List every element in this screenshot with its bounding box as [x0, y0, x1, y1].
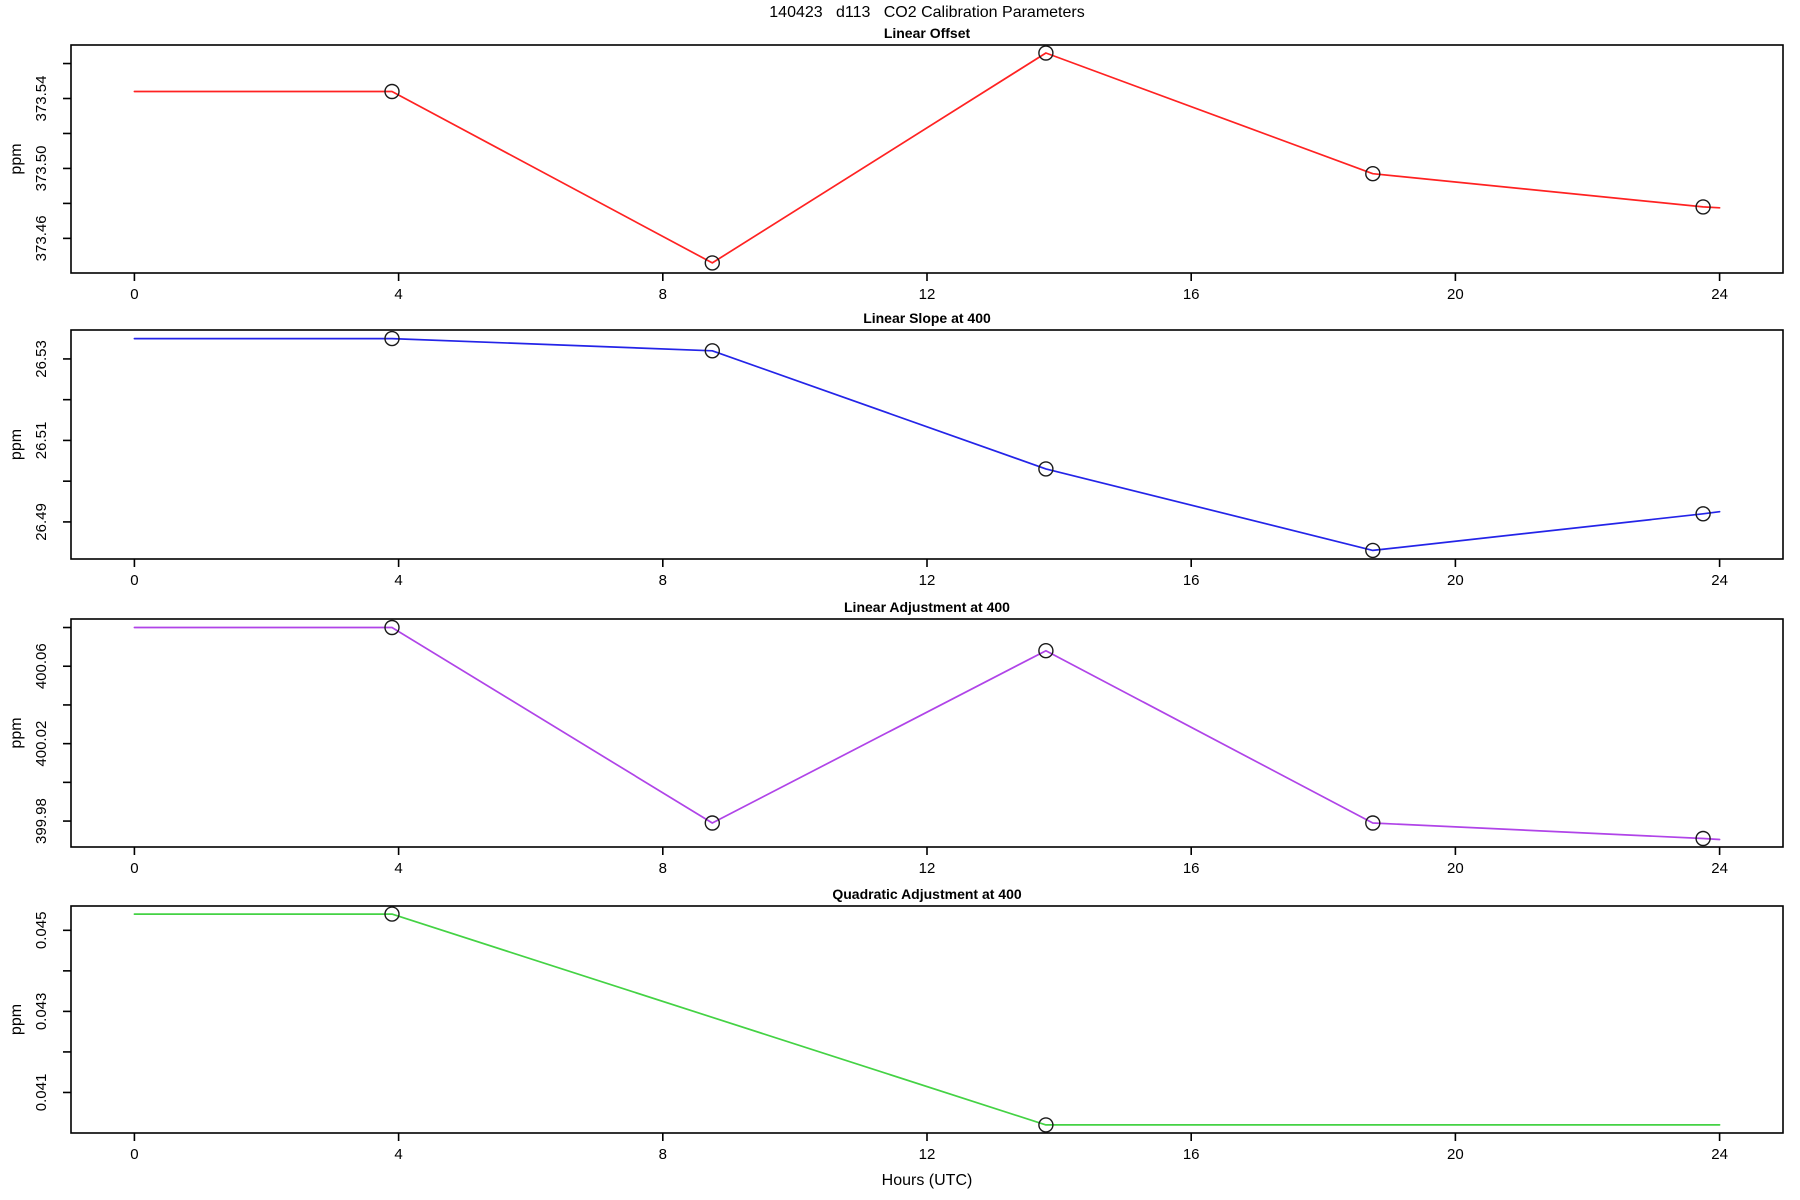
- y-axis-label: ppm: [8, 143, 25, 174]
- x-tick-label: 12: [919, 1146, 936, 1163]
- y-axis-label: ppm: [8, 429, 25, 460]
- plot-frame: [70, 618, 1784, 848]
- plot-frame: [70, 329, 1784, 560]
- y-tick-label: 0.041: [33, 1074, 50, 1112]
- data-line: [133, 52, 1721, 264]
- data-point: [1365, 542, 1381, 559]
- y-tick-label: 373.50: [33, 145, 50, 191]
- data-point: [704, 255, 720, 271]
- x-tick-label: 4: [394, 286, 402, 303]
- x-tick-label: 4: [394, 1146, 402, 1163]
- panel-title-linear-adjustment: Linear Adjustment at 400: [844, 599, 1010, 615]
- data-line: [133, 913, 1721, 1126]
- x-tick-label: 16: [1183, 572, 1200, 589]
- data-point: [384, 83, 400, 100]
- panel-title-linear-slope: Linear Slope at 400: [863, 310, 991, 326]
- x-tick-label: 0: [130, 286, 138, 303]
- x-tick-label: 24: [1711, 1146, 1728, 1163]
- x-tick-label: 0: [130, 572, 138, 589]
- x-tick-label: 8: [659, 860, 667, 877]
- data-point: [1038, 45, 1054, 61]
- y-tick-label: 373.54: [33, 76, 50, 122]
- data-point: [384, 619, 400, 636]
- plot-frame: [70, 44, 1784, 274]
- x-tick-label: 24: [1711, 860, 1728, 877]
- y-tick-label: 26.51: [33, 422, 50, 460]
- data-point: [704, 815, 720, 831]
- data-point: [384, 906, 400, 922]
- data-line: [133, 626, 1721, 841]
- data-point: [704, 343, 720, 359]
- x-tick-label: 12: [919, 286, 936, 303]
- data-point: [1365, 815, 1381, 831]
- data-point: [1695, 506, 1711, 522]
- y-tick-label: 0.045: [33, 912, 50, 950]
- x-tick-label: 12: [919, 860, 936, 877]
- y-tick-label: 400.02: [33, 721, 50, 767]
- panel-title-quadratic-adjustment: Quadratic Adjustment at 400: [832, 886, 1022, 902]
- data-point: [1365, 165, 1381, 182]
- plot-frame: [70, 905, 1784, 1134]
- panel-title-linear-offset: Linear Offset: [883, 25, 971, 41]
- data-point: [384, 330, 400, 347]
- x-tick-label: 16: [1183, 1146, 1200, 1163]
- y-axis-label: ppm: [8, 1004, 25, 1035]
- y-tick-label: 26.49: [33, 503, 50, 541]
- x-tick-label: 4: [394, 572, 402, 589]
- data-point: [1038, 1117, 1054, 1133]
- data-point: [1695, 199, 1711, 215]
- x-tick-label: 8: [659, 572, 667, 589]
- y-tick-label: 399.98: [33, 798, 50, 844]
- x-tick-label: 8: [659, 286, 667, 303]
- x-tick-label: 16: [1183, 286, 1200, 303]
- x-tick-label: 12: [919, 572, 936, 589]
- x-tick-label: 24: [1711, 286, 1728, 303]
- data-line: [133, 337, 1721, 552]
- x-tick-label: 0: [130, 860, 138, 877]
- y-tick-label: 373.46: [33, 215, 50, 261]
- x-tick-label: 4: [394, 860, 402, 877]
- data-point: [1038, 643, 1054, 659]
- y-tick-label: 26.53: [33, 340, 50, 378]
- x-tick-label: 20: [1447, 286, 1464, 303]
- x-tick-label: 8: [659, 1146, 667, 1163]
- y-axis-label: ppm: [8, 717, 25, 748]
- data-point: [1038, 461, 1054, 477]
- y-tick-label: 0.043: [33, 993, 50, 1031]
- x-tick-label: 24: [1711, 572, 1728, 589]
- data-point: [1695, 830, 1711, 847]
- x-axis-label: Hours (UTC): [881, 1172, 973, 1189]
- x-tick-label: 20: [1447, 860, 1464, 877]
- x-tick-label: 20: [1447, 572, 1464, 589]
- page-title: 140423 d113 CO2 Calibration Parameters: [769, 4, 1085, 21]
- x-tick-label: 16: [1183, 860, 1200, 877]
- x-tick-label: 0: [130, 1146, 138, 1163]
- y-tick-label: 400.06: [33, 643, 50, 689]
- x-tick-label: 20: [1447, 1146, 1464, 1163]
